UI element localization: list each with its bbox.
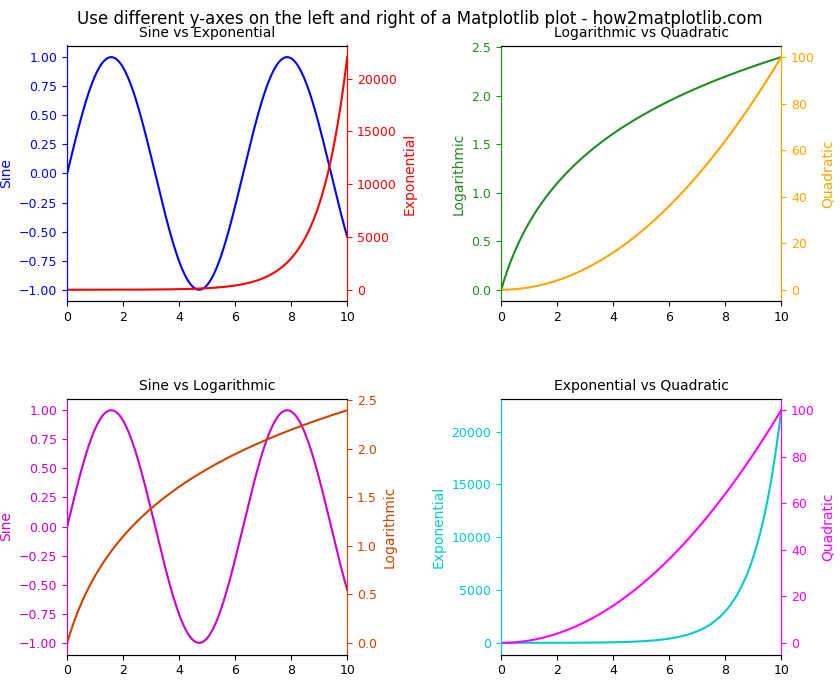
Y-axis label: Quadratic: Quadratic	[821, 139, 834, 208]
Y-axis label: Logarithmic: Logarithmic	[382, 485, 396, 568]
Text: Use different y-axes on the left and right of a Matplotlib plot - how2matplotlib: Use different y-axes on the left and rig…	[77, 10, 763, 29]
Title: Sine vs Logarithmic: Sine vs Logarithmic	[139, 379, 276, 393]
Title: Sine vs Exponential: Sine vs Exponential	[139, 26, 276, 40]
Y-axis label: Exponential: Exponential	[402, 132, 417, 215]
Title: Exponential vs Quadratic: Exponential vs Quadratic	[554, 379, 728, 393]
Y-axis label: Sine: Sine	[0, 512, 13, 542]
Y-axis label: Sine: Sine	[0, 158, 13, 188]
Y-axis label: Exponential: Exponential	[432, 485, 446, 568]
Y-axis label: Quadratic: Quadratic	[821, 492, 834, 561]
Title: Logarithmic vs Quadratic: Logarithmic vs Quadratic	[554, 26, 729, 40]
Y-axis label: Logarithmic: Logarithmic	[452, 132, 466, 215]
